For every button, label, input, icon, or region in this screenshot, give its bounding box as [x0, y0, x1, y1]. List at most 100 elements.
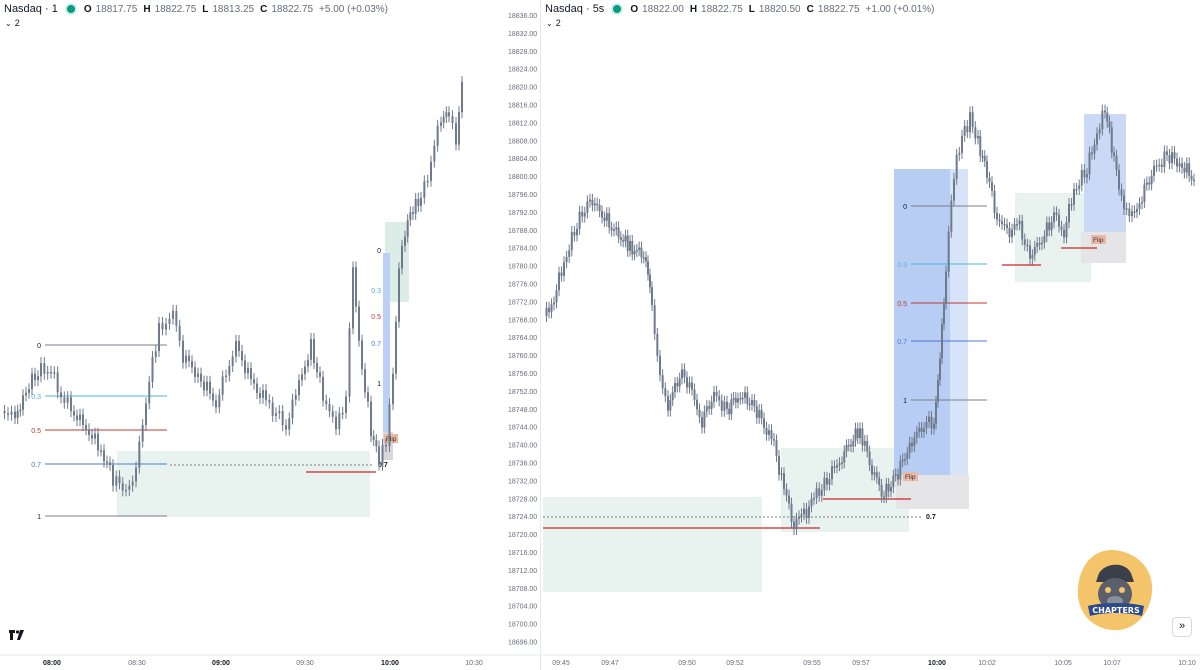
right-candle-body: [703, 411, 706, 428]
left-candle-body: [285, 425, 287, 430]
left-close-key: C: [260, 3, 268, 15]
right-candle-body: [875, 472, 878, 478]
right-candle-body: [732, 397, 735, 400]
left-candle-body: [328, 404, 331, 412]
right-close-value: 18822.75: [817, 3, 860, 15]
right-candle-body: [734, 397, 737, 403]
right-candle-body: [763, 418, 765, 428]
right-candle-body: [890, 487, 892, 492]
right-candle-body: [780, 473, 783, 475]
right-candle-body: [986, 161, 988, 178]
right-candle-body: [983, 156, 986, 162]
right-candle-body: [998, 219, 1001, 222]
right-open-value: 18822.00: [642, 3, 684, 15]
right-candle-body: [576, 228, 578, 236]
right-candle-body: [1193, 179, 1195, 182]
right-candle-body: [1123, 195, 1125, 210]
right-candle-body: [723, 401, 726, 411]
right-candle-body: [726, 401, 728, 409]
right-candle-body: [1016, 224, 1018, 226]
flip-label: Flip: [905, 474, 916, 481]
left-price-chart[interactable]: 18836.00 18832.00 18828.00 18824.00 18820.00…: [0, 0, 540, 670]
left-candle-body: [148, 381, 151, 404]
right-candle-body: [1088, 152, 1091, 175]
right-candle-body: [915, 431, 918, 438]
right-candle-body: [1083, 170, 1086, 178]
demand-zone: [1015, 193, 1091, 282]
left-candle-body: [378, 446, 380, 465]
tradingview-logo-icon[interactable]: [8, 628, 26, 642]
right-candle-body: [1029, 245, 1031, 259]
left-indicators-toggle[interactable]: ⌄ 2: [5, 18, 20, 28]
right-candle-body: [823, 477, 826, 491]
right-indicators-count: 2: [555, 18, 561, 28]
left-candle-body: [301, 374, 303, 381]
right-candle-body: [1070, 204, 1073, 206]
right-candle-body: [1155, 165, 1158, 168]
right-candle-body: [589, 199, 591, 202]
right-candle-body: [979, 136, 982, 156]
right-candle-body: [656, 333, 659, 356]
right-candle-body: [906, 452, 909, 460]
left-candle-body: [436, 125, 439, 146]
right-candle-body: [640, 247, 643, 258]
left-candle-body: [325, 400, 328, 405]
time-tick-label: 09:00: [212, 660, 230, 667]
time-tick-label: 10:02: [978, 660, 996, 667]
right-candle-body: [963, 126, 966, 136]
right-candle-body: [578, 211, 581, 229]
left-candle-body: [228, 366, 231, 376]
right-candle-body: [1168, 155, 1171, 164]
left-candle-body: [310, 338, 312, 360]
right-candle-body: [755, 406, 758, 418]
right-candle-body: [1053, 212, 1055, 223]
right-candle-body: [565, 256, 568, 263]
right-candle-body: [651, 287, 653, 306]
price-tick-label: 18768.00: [508, 317, 537, 324]
right-candle-body: [943, 303, 945, 325]
right-candle-body: [753, 400, 756, 407]
right-candle-body: [669, 400, 672, 411]
price-tick-label: 18804.00: [508, 156, 537, 163]
right-symbol-title[interactable]: Nasdaq · 5s: [545, 3, 605, 15]
left-close-value: 18822.75: [271, 3, 314, 15]
left-candle-body: [372, 436, 375, 441]
right-candle-body: [701, 417, 703, 428]
left-candle-body: [225, 375, 227, 378]
right-candle-body: [688, 382, 691, 388]
price-tick-label: 18764.00: [508, 335, 537, 342]
right-chart-pane[interactable]: 09:45 09:47 09:50 09:52 09:55 09:57 10:00 10:02…: [541, 0, 1200, 670]
left-candle-body: [31, 373, 33, 390]
right-candle-body: [831, 466, 833, 480]
left-symbol-title[interactable]: Nasdaq · 1: [4, 3, 58, 15]
left-candle-body: [385, 444, 387, 447]
price-tick-label: 18724.00: [508, 514, 537, 521]
left-chart-pane[interactable]: 18836.00 18832.00 18828.00 18824.00 18820.00…: [0, 0, 541, 670]
time-tick-label: 10:07: [1103, 660, 1121, 667]
right-candle-body: [1013, 224, 1016, 230]
left-candle-body: [85, 424, 87, 430]
right-low-value: 18820.50: [758, 3, 801, 15]
right-candle-body: [1131, 211, 1133, 217]
right-candle-body: [1101, 110, 1104, 130]
right-candle-body: [653, 305, 656, 334]
right-candle-body: [880, 485, 883, 497]
left-candle-body: [118, 476, 121, 484]
right-price-chart[interactable]: 09:45 09:47 09:50 09:52 09:55 09:57 10:00 10:02…: [541, 0, 1200, 670]
right-candle-body: [693, 389, 696, 400]
left-candle-body: [341, 412, 344, 415]
level-label: 0.7: [926, 514, 936, 521]
right-candle-body: [1158, 164, 1161, 167]
left-candle-body: [238, 340, 240, 351]
right-candle-body: [901, 459, 904, 462]
left-candle-body: [191, 361, 193, 368]
right-indicators-toggle[interactable]: ⌄ 2: [546, 18, 561, 28]
right-close-key: C: [806, 3, 814, 15]
price-tick-label: 18788.00: [508, 228, 537, 235]
left-candle-body: [440, 122, 442, 126]
right-candle-body: [971, 112, 974, 128]
left-candle-body: [50, 371, 52, 374]
scroll-forward-button[interactable]: »: [1172, 617, 1192, 637]
right-candle-body: [904, 459, 906, 461]
left-candle-body: [455, 123, 457, 145]
